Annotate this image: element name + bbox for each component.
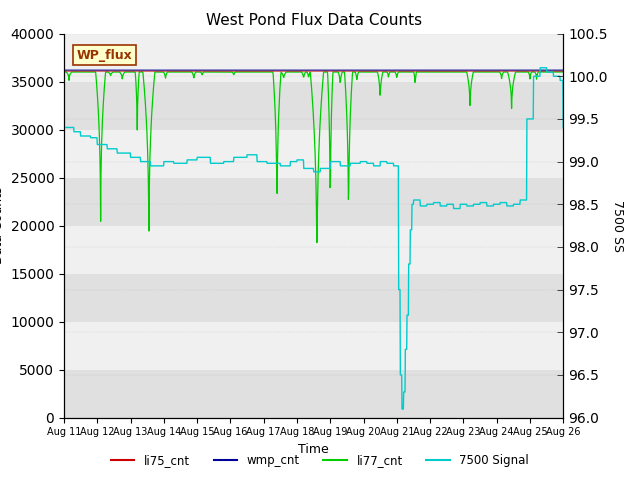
- Text: WP_flux: WP_flux: [77, 48, 132, 61]
- Y-axis label: 7500 SS: 7500 SS: [611, 200, 624, 252]
- Bar: [64, 34, 563, 82]
- Bar: [64, 322, 563, 370]
- Bar: [64, 274, 563, 322]
- Bar: [64, 178, 563, 226]
- X-axis label: Time: Time: [298, 443, 329, 456]
- Legend: li75_cnt, wmp_cnt, li77_cnt, 7500 Signal: li75_cnt, wmp_cnt, li77_cnt, 7500 Signal: [106, 449, 534, 472]
- Y-axis label: Data Counts: Data Counts: [0, 187, 5, 264]
- Bar: [64, 226, 563, 274]
- Bar: [64, 82, 563, 130]
- Title: West Pond Flux Data Counts: West Pond Flux Data Counts: [205, 13, 422, 28]
- Bar: [64, 370, 563, 418]
- Bar: [64, 130, 563, 178]
